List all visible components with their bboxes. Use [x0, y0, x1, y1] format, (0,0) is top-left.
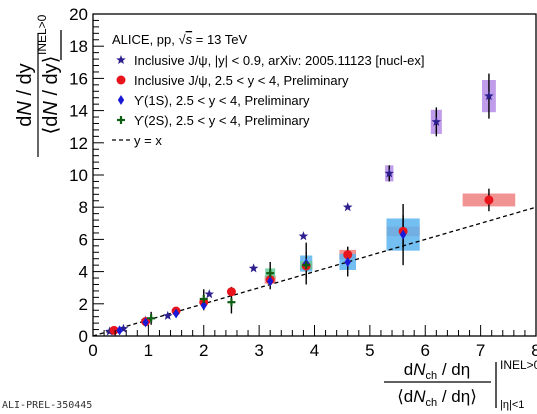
data-point	[142, 317, 149, 328]
data-point	[116, 325, 123, 336]
y-tick-label: 18	[69, 37, 88, 56]
x-label-numerator: dNch / dη	[404, 360, 470, 382]
data-point	[342, 202, 353, 212]
y-tick-label: 2	[79, 295, 88, 314]
x-tick-label: 2	[199, 341, 208, 360]
legend-label: Inclusive J/ψ, |y| < 0.9, arXiv: 2005.11…	[134, 53, 425, 68]
data-point	[399, 229, 407, 240]
y-axis-label: dN / dy ⟨dN / dy⟩	[14, 33, 62, 157]
data-point	[484, 195, 494, 205]
x-tick-label: 0	[88, 341, 97, 360]
data-point	[266, 269, 275, 278]
data-point	[484, 91, 494, 101]
y-tick-label: 8	[79, 198, 88, 217]
data-point	[163, 310, 173, 320]
y-label-numerator: dN / dy	[14, 63, 36, 126]
data-point	[302, 261, 311, 270]
data-point	[199, 294, 208, 303]
legend-marker	[116, 55, 126, 65]
x-label-subscript: |η|<1	[500, 399, 524, 411]
y-tick-label: 14	[69, 102, 88, 121]
x-tick-label: 8	[531, 341, 537, 360]
legend-label: y = x	[134, 133, 162, 148]
legend-label: ϒ(1S), 2.5 < y < 4, Preliminary	[134, 93, 310, 108]
legend-marker	[116, 75, 126, 85]
data-point	[109, 325, 119, 335]
data-point	[172, 308, 180, 319]
legend-label: ϒ(2S), 2.5 < y < 4, Preliminary	[134, 113, 310, 128]
x-label-superscript: INEL>0	[500, 358, 537, 372]
data-point	[248, 263, 259, 273]
data-point	[344, 256, 351, 267]
data-point	[384, 168, 395, 178]
y-tick-label: 20	[69, 5, 88, 24]
y-tick-label: 10	[69, 166, 88, 185]
y-tick-label: 0	[79, 327, 88, 346]
data-point	[147, 314, 156, 323]
y-tick-label: 16	[69, 69, 88, 88]
data-point	[431, 116, 442, 126]
x-axis-label: dNch / dη ⟨dNch / dη⟩ INEL>0 |η|<1	[384, 358, 537, 411]
reference-line	[92, 206, 537, 337]
y-tick-label: 12	[69, 134, 88, 153]
x-tick-label: 3	[254, 341, 263, 360]
y-label-denominator: ⟨dN / dy⟩	[40, 56, 62, 135]
data-point	[118, 323, 129, 333]
x-tick-label: 7	[476, 341, 485, 360]
data-point	[267, 276, 274, 287]
data-markers	[104, 91, 494, 336]
legend: ALICE, pp, √s = 13 TeV Inclusive J/ψ, |y…	[112, 32, 425, 148]
data-point	[204, 289, 215, 299]
data-point	[227, 298, 236, 307]
systematic-boxes	[264, 80, 516, 284]
x-tick-label: 5	[365, 341, 374, 360]
data-point	[200, 300, 207, 311]
y-label-superscript: INEL>0	[35, 14, 49, 55]
legend-header: ALICE, pp, √s = 13 TeV	[112, 32, 248, 47]
data-point	[343, 250, 353, 260]
preliminary-tag: ALI-PREL-350445	[2, 400, 93, 411]
data-point	[226, 287, 236, 297]
x-label-denominator: ⟨dNch / dη⟩	[397, 387, 477, 409]
legend-marker	[117, 116, 125, 124]
legend-label: Inclusive J/ψ, 2.5 < y < 4, Preliminary	[134, 73, 349, 88]
y-tick-label: 6	[79, 230, 88, 249]
x-tick-label: 1	[144, 341, 153, 360]
legend-marker	[117, 95, 125, 105]
axis-ticks	[92, 13, 537, 337]
x-tick-label: 4	[310, 341, 319, 360]
data-point	[298, 231, 309, 241]
y-tick-label: 4	[79, 263, 88, 282]
x-tick-label: 6	[421, 341, 430, 360]
